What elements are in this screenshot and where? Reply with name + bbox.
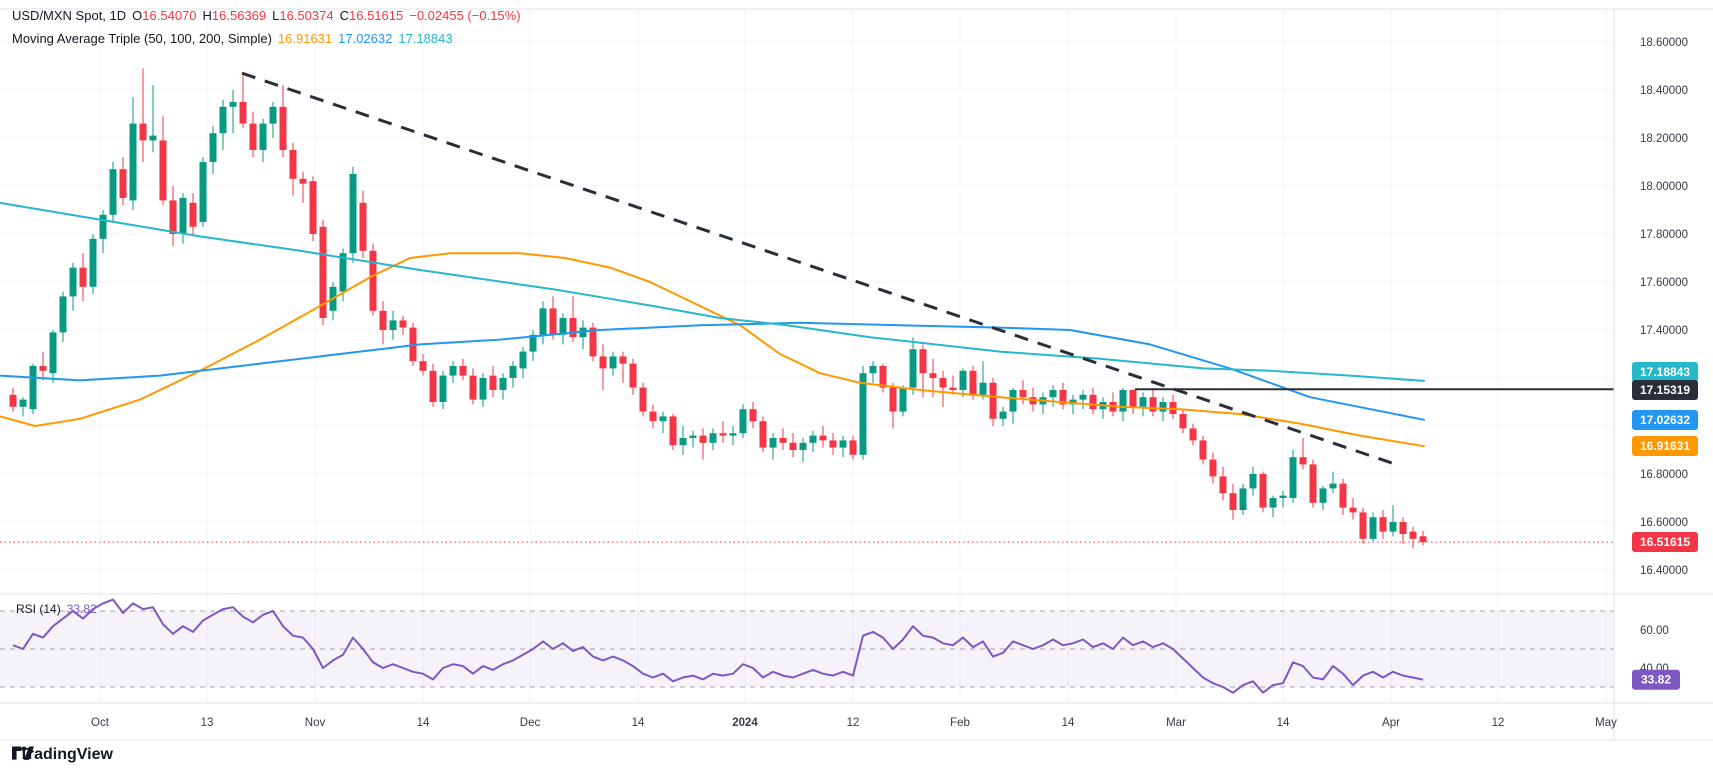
svg-text:17.18843: 17.18843 <box>1640 365 1690 379</box>
rsi-axis-label: 60.00 <box>1640 625 1669 637</box>
ma100-line <box>0 321 1425 421</box>
ma200-line <box>0 201 1425 382</box>
candles-layer <box>9 68 1427 549</box>
time-axis-label: May <box>1595 717 1617 729</box>
time-axis-label: 14 <box>417 717 430 729</box>
price-axis-label: 17.80000 <box>1640 229 1688 241</box>
time-axis-label: 12 <box>1492 717 1505 729</box>
rsi-value: 33.82 <box>66 602 97 616</box>
tradingview-attribution[interactable]: TradingView <box>12 746 113 764</box>
time-axis-label: 14 <box>1277 717 1290 729</box>
ma-indicator-title: Moving Average Triple (50, 100, 200, Sim… <box>12 31 272 46</box>
low-value: L16.50374 <box>272 8 334 23</box>
time-axis-label: Feb <box>950 717 970 729</box>
axis-badge <box>1632 436 1698 456</box>
svg-text:16.51615: 16.51615 <box>1640 535 1690 549</box>
axis-badges: 17.18843 17.15319 17.02632 16.91631 16.51615… <box>1632 362 1698 690</box>
time-axis-label: 13 <box>201 717 214 729</box>
price-axis-label: 17.60000 <box>1640 277 1688 289</box>
time-axis-label: Mar <box>1166 717 1186 729</box>
rsi-line-layer <box>12 598 1424 694</box>
price-axis-label: 18.20000 <box>1640 133 1688 145</box>
open-value: O16.54070 <box>132 8 197 23</box>
axis-badge <box>1632 410 1698 430</box>
time-axis-label: Apr <box>1382 717 1400 729</box>
time-axis-label: Dec <box>520 717 541 729</box>
ma200-value: 17.18843 <box>398 31 453 46</box>
svg-text:16.91631: 16.91631 <box>1640 439 1690 453</box>
drawings-layer <box>0 71 1614 543</box>
time-axis-label: Oct <box>91 717 110 729</box>
price-axis-label: 16.40000 <box>1640 565 1688 577</box>
price-axis-label: 16.60000 <box>1640 517 1688 529</box>
descending-trendline <box>241 71 1397 466</box>
price-axis-label: 16.80000 <box>1640 469 1688 481</box>
moving-averages-layer <box>0 201 1425 448</box>
ma50-value: 16.91631 <box>277 31 333 46</box>
symbol-legend[interactable]: USD/MXN Spot, 1D O16.54070 H16.56369 L16… <box>12 8 521 23</box>
ma50-line <box>0 252 1425 448</box>
svg-text:17.15319: 17.15319 <box>1640 383 1690 397</box>
rsi-band-layer <box>0 610 1614 688</box>
rsi-title: RSI (14) <box>16 602 61 616</box>
time-axis[interactable]: Oct 13 Nov 14 Dec 14 2024 12 Feb 14 Mar 14 Apr 12 May <box>91 717 1617 729</box>
axis-badge <box>1632 362 1698 382</box>
price-axis-label: 18.40000 <box>1640 85 1688 97</box>
tradingview-brand-text: TradingView <box>19 746 113 763</box>
price-axis-label: 18.60000 <box>1640 37 1688 49</box>
svg-text:17.02632: 17.02632 <box>1640 413 1690 427</box>
price-axis-label: 18.00000 <box>1640 181 1688 193</box>
ma100-value: 17.02632 <box>338 31 393 46</box>
high-value: H16.56369 <box>202 8 267 23</box>
time-axis-label: Nov <box>305 717 326 729</box>
rsi-line <box>12 598 1424 694</box>
frame-layer <box>0 8 1713 741</box>
rsi-indicator-legend[interactable]: RSI (14) 33.82 <box>16 602 97 616</box>
axis-badge <box>1632 532 1698 552</box>
symbol-title: USD/MXN Spot, 1D <box>12 8 127 23</box>
time-axis-label: 12 <box>847 717 860 729</box>
time-axis-label: 2024 <box>732 717 758 729</box>
close-value: C16.51615 <box>339 8 404 23</box>
axis-badge <box>1632 380 1698 400</box>
change-value: −0.02455 (−0.15%) <box>409 8 521 23</box>
time-axis-label: 14 <box>632 717 645 729</box>
time-axis-label: 14 <box>1062 717 1075 729</box>
price-axis-label: 17.40000 <box>1640 325 1688 337</box>
ma-indicator-legend[interactable]: Moving Average Triple (50, 100, 200, Sim… <box>12 31 453 46</box>
axis-badge <box>1632 669 1680 690</box>
svg-text:33.82: 33.82 <box>1641 673 1671 687</box>
